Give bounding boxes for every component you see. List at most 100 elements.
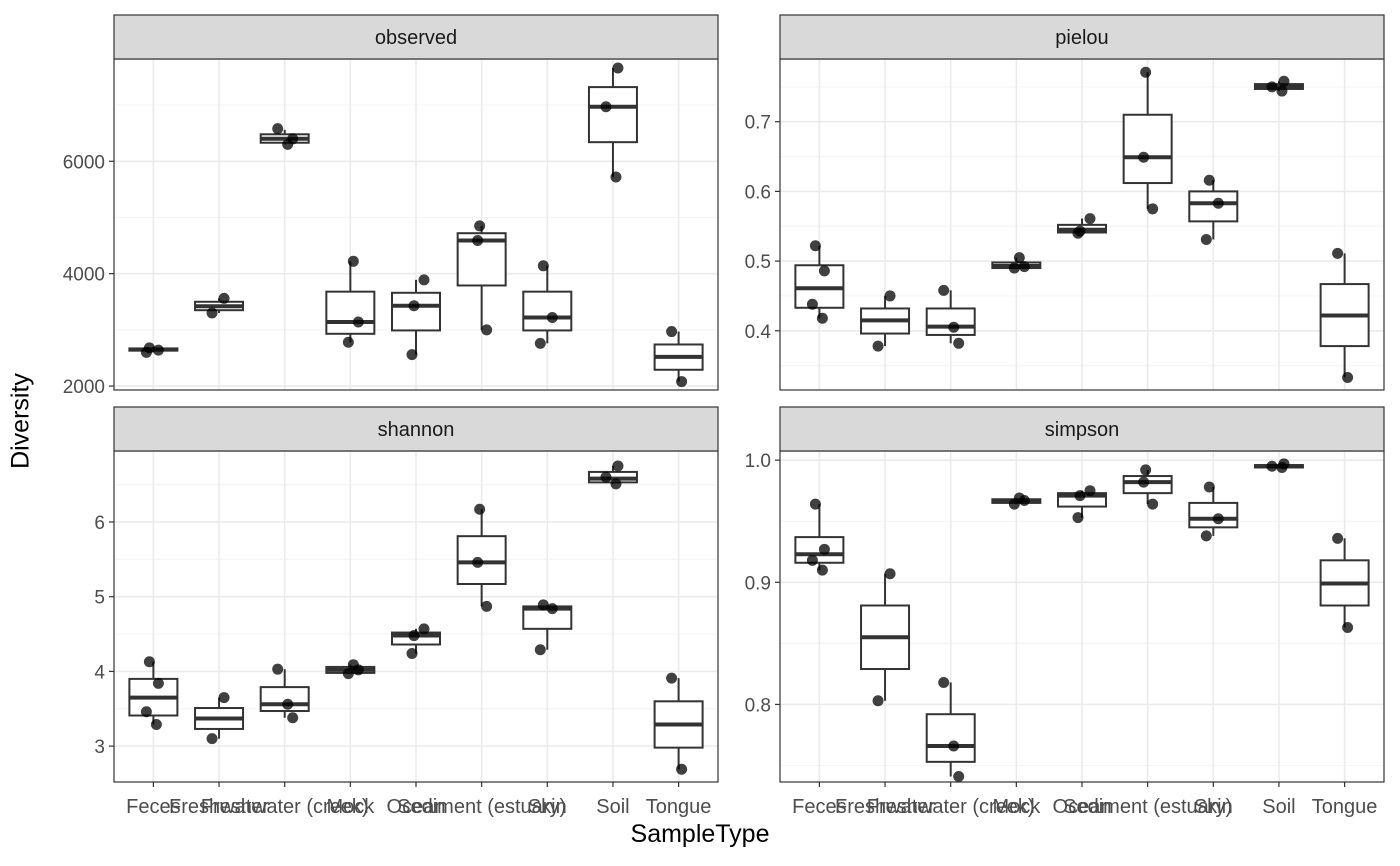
- data-point: [953, 337, 965, 349]
- panel-simpson: simpson 0.8 0.9 1.0 FecesFreshwaterFreshwate…: [745, 406, 1385, 818]
- x-tick-label: Skin: [528, 796, 567, 818]
- box-soil: [1253, 75, 1304, 97]
- box-freshwater-creek-: [259, 123, 310, 150]
- y-tick-label: 0.4: [745, 322, 772, 343]
- data-point: [1276, 461, 1288, 473]
- x-axis-title: SampleType: [630, 820, 770, 848]
- strip-label: simpson: [1045, 419, 1119, 441]
- data-point: [1278, 75, 1290, 87]
- data-point: [150, 718, 162, 730]
- x-tick-label: Ocean: [387, 796, 446, 818]
- data-point: [206, 307, 218, 319]
- data-point: [534, 644, 546, 656]
- data-point: [352, 316, 364, 328]
- data-point: [418, 274, 430, 286]
- box-skin: [1188, 481, 1239, 542]
- box-soil: [587, 460, 638, 490]
- data-point: [1084, 485, 1096, 497]
- data-point: [1212, 197, 1224, 209]
- strip-background: [113, 406, 719, 452]
- strip-background: [113, 14, 719, 60]
- data-point: [1332, 247, 1344, 259]
- data-point: [347, 255, 359, 267]
- x-tick-label: Feces: [126, 796, 180, 818]
- x-tick-label: Ocean: [1053, 796, 1112, 818]
- data-point: [872, 695, 884, 707]
- data-point: [676, 763, 688, 775]
- data-point: [600, 471, 612, 483]
- panel-pielou: pielou 0.4 0.5 0.6 0.7: [745, 14, 1385, 391]
- box-mock: [991, 252, 1042, 274]
- data-point: [481, 324, 493, 336]
- box-iqr: [391, 291, 441, 332]
- box-skin: [1188, 174, 1239, 245]
- data-point: [282, 698, 294, 710]
- data-point: [610, 478, 622, 490]
- data-point: [938, 284, 950, 296]
- data-point: [418, 623, 430, 635]
- box-mock: [991, 492, 1042, 510]
- box-ocean: [1057, 485, 1107, 524]
- data-point: [1203, 481, 1215, 493]
- data-point: [218, 692, 230, 704]
- box-freshwater: [194, 292, 245, 319]
- data-point: [1342, 371, 1354, 383]
- data-point: [953, 771, 965, 783]
- data-point: [472, 235, 484, 247]
- data-point: [481, 600, 493, 612]
- y-tick-label: 0.9: [745, 573, 771, 594]
- strip-background: [779, 406, 1385, 452]
- data-point: [272, 663, 284, 675]
- x-tick-label: Freshwater (creek): [201, 796, 369, 818]
- box-tongue: [653, 672, 704, 775]
- y-tick-label: 1.0: [745, 451, 771, 472]
- x-tick-label: Sediment (estuary): [1063, 796, 1232, 818]
- data-point: [1332, 532, 1344, 544]
- x-tick-label: Sediment (estuary): [397, 796, 566, 818]
- data-point: [408, 300, 420, 312]
- data-point: [816, 564, 828, 576]
- box-freshwater-creek-: [259, 663, 310, 724]
- data-point: [1140, 66, 1152, 78]
- data-point: [472, 556, 484, 568]
- x-tick-label: Freshwater: [169, 796, 269, 818]
- box-ocean: [391, 274, 441, 361]
- x-tick-label: Soil: [1262, 796, 1295, 818]
- strip-background: [779, 14, 1385, 60]
- data-point: [474, 220, 486, 232]
- data-point: [806, 554, 818, 566]
- data-point: [1013, 252, 1025, 264]
- data-point: [1147, 498, 1159, 510]
- box-soil: [1253, 458, 1304, 473]
- y-tick-label: 0.6: [745, 182, 771, 203]
- data-point: [818, 265, 830, 277]
- strip-label: pielou: [1055, 27, 1108, 49]
- box-freshwater: [194, 692, 245, 745]
- box-feces: [128, 656, 179, 730]
- y-tick-label: 2000: [63, 377, 105, 398]
- data-point: [666, 672, 678, 684]
- data-point: [140, 706, 152, 718]
- box-iqr: [925, 713, 976, 763]
- data-point: [809, 240, 821, 252]
- data-point: [140, 346, 152, 358]
- y-axis-title: Diversity: [6, 373, 35, 469]
- data-point: [948, 740, 960, 752]
- data-point: [818, 543, 830, 555]
- box-skin: [522, 599, 573, 656]
- y-tick-label: 4000: [63, 265, 105, 286]
- data-point: [872, 340, 884, 352]
- x-tick-label: Feces: [792, 796, 846, 818]
- data-point: [1072, 227, 1084, 239]
- box-mock: [325, 659, 376, 680]
- data-point: [1140, 464, 1152, 476]
- data-point: [152, 677, 164, 689]
- box-ocean: [1057, 213, 1107, 239]
- strip-label: observed: [375, 27, 457, 49]
- data-point: [1212, 513, 1224, 525]
- data-point: [948, 321, 960, 333]
- data-point: [1266, 460, 1278, 472]
- data-point: [287, 712, 299, 724]
- box-tongue: [1319, 532, 1370, 633]
- data-point: [884, 290, 896, 302]
